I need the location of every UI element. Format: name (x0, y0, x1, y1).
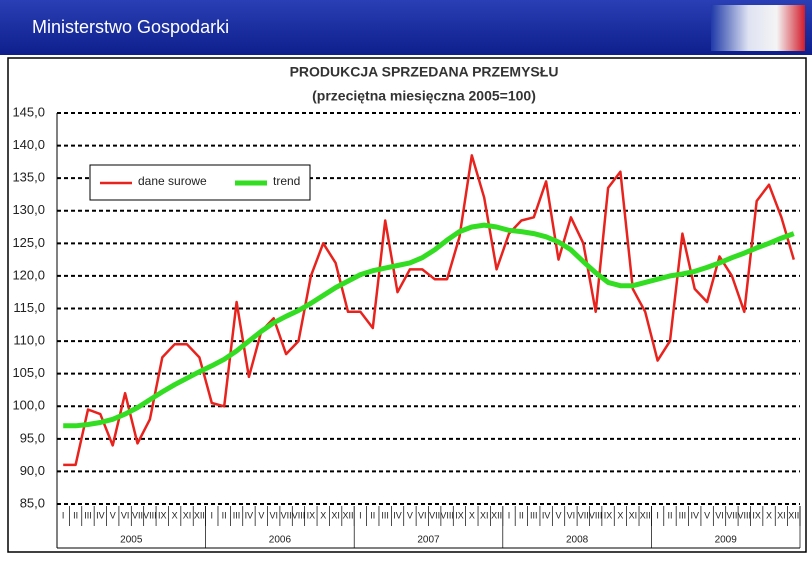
x-tick-label: VIII (589, 510, 603, 520)
chart-title: PRODUKCJA SPRZEDANA PRZEMYSŁU (290, 64, 559, 80)
x-tick-label: VIII (143, 510, 157, 520)
x-tick-label: II (370, 510, 375, 520)
x-tick-label: XI (629, 510, 638, 520)
chart-subtitle: (przeciętna miesięczna 2005=100) (312, 88, 536, 104)
year-label: 2008 (566, 535, 589, 546)
x-tick-label: IX (307, 510, 316, 520)
y-tick-label: 100,0 (12, 398, 45, 413)
x-tick-label: V (704, 510, 710, 520)
x-tick-label: XII (640, 510, 651, 520)
x-tick-label: XI (480, 510, 489, 520)
x-tick-label: VII (726, 510, 737, 520)
series-line (63, 154, 795, 467)
year-label: 2007 (417, 535, 440, 546)
x-tick-label: I (508, 510, 511, 520)
x-tick-label: V (556, 510, 562, 520)
x-tick-label: VI (715, 510, 724, 520)
x-tick-label: X (617, 510, 623, 520)
x-tick-label: V (258, 510, 264, 520)
year-label: 2009 (715, 535, 738, 546)
x-tick-label: X (469, 510, 475, 520)
x-tick-label: XII (194, 510, 205, 520)
x-tick-label: III (84, 510, 92, 520)
x-tick-label: IV (542, 510, 551, 520)
y-tick-label: 105,0 (12, 365, 45, 380)
x-tick-label: II (519, 510, 524, 520)
legend-label: trend (273, 174, 300, 188)
y-tick-label: 95,0 (20, 430, 45, 445)
x-tick-label: III (530, 510, 538, 520)
x-tick-label: IV (690, 510, 699, 520)
chart-frame (7, 57, 807, 553)
x-tick-label: X (766, 510, 772, 520)
x-tick-label: XII (788, 510, 799, 520)
x-tick-label: III (381, 510, 389, 520)
series-line (63, 222, 795, 429)
x-tick-label: VIII (738, 510, 752, 520)
x-tick-label: VI (567, 510, 576, 520)
x-tick-label: II (667, 510, 672, 520)
x-tick-label: IX (752, 510, 761, 520)
x-tick-label: II (222, 510, 227, 520)
x-tick-label: I (211, 510, 214, 520)
x-tick-label: VII (429, 510, 440, 520)
x-tick-label: III (233, 510, 241, 520)
year-label: 2006 (269, 535, 292, 546)
y-tick-label: 85,0 (20, 495, 45, 510)
x-tick-label: VII (132, 510, 143, 520)
x-tick-label: IX (455, 510, 464, 520)
y-tick-label: 120,0 (12, 267, 45, 282)
x-tick-label: XII (343, 510, 354, 520)
y-tick-label: 140,0 (12, 137, 45, 152)
x-tick-label: XI (183, 510, 192, 520)
x-tick-label: IX (604, 510, 613, 520)
x-tick-label: X (320, 510, 326, 520)
x-tick-label: XII (491, 510, 502, 520)
y-tick-label: 115,0 (13, 300, 45, 315)
legend-label: dane surowe (138, 174, 207, 188)
x-tick-label: VII (281, 510, 292, 520)
x-tick-label: I (62, 510, 65, 520)
y-tick-label: 90,0 (20, 463, 45, 478)
x-tick-label: IV (245, 510, 254, 520)
x-tick-label: VIII (440, 510, 454, 520)
x-tick-label: VII (578, 510, 589, 520)
y-tick-label: 125,0 (12, 235, 45, 250)
x-tick-label: XI (331, 510, 340, 520)
x-tick-label: VI (418, 510, 427, 520)
x-tick-label: II (73, 510, 78, 520)
header-bar (0, 0, 812, 55)
y-tick-label: 110,0 (13, 333, 45, 348)
x-tick-label: IV (96, 510, 105, 520)
flag-logo (711, 5, 805, 51)
x-tick-label: XI (777, 510, 786, 520)
y-tick-label: 145,0 (12, 104, 45, 119)
x-tick-label: VIII (292, 510, 306, 520)
x-tick-label: IX (158, 510, 167, 520)
x-tick-label: III (679, 510, 687, 520)
x-tick-label: X (172, 510, 178, 520)
x-tick-label: VI (269, 510, 278, 520)
x-tick-label: VI (121, 510, 130, 520)
year-label: 2005 (120, 535, 143, 546)
y-tick-label: 135,0 (12, 170, 45, 185)
x-tick-label: V (110, 510, 116, 520)
x-tick-label: I (656, 510, 659, 520)
x-tick-label: I (359, 510, 362, 520)
x-tick-label: IV (393, 510, 402, 520)
y-tick-label: 130,0 (12, 202, 45, 217)
x-tick-label: V (407, 510, 413, 520)
header-title: Ministerstwo Gospodarki (32, 17, 229, 37)
